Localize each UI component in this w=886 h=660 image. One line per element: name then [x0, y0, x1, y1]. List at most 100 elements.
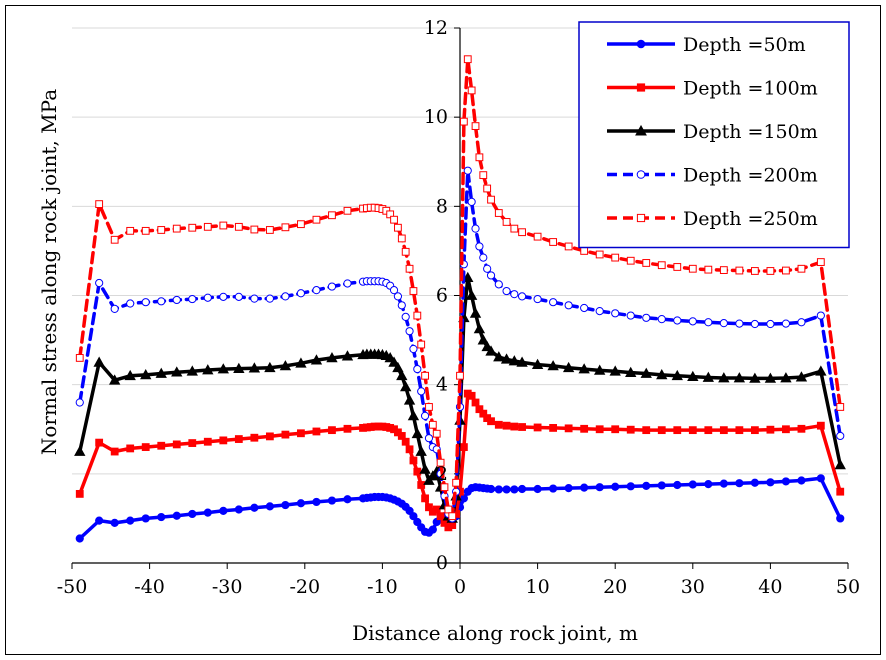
x-tick-label: -10: [367, 576, 398, 598]
data-point: [834, 459, 846, 470]
legend-entry: Depth =50m: [607, 34, 806, 56]
legend-label: Depth =50m: [683, 34, 806, 56]
data-point: [403, 394, 416, 405]
data-point: [463, 166, 472, 175]
data-point: [467, 86, 476, 95]
data-point: [510, 290, 519, 299]
data-point: [110, 518, 119, 527]
data-point: [141, 443, 150, 451]
data-point: [750, 319, 759, 329]
data-point: [609, 365, 621, 376]
data-point: [673, 480, 682, 490]
data-point: [186, 365, 198, 376]
data-point: [343, 495, 352, 504]
data-point: [296, 499, 306, 508]
data-point: [531, 358, 544, 369]
data-point: [265, 502, 274, 511]
x-tick-label: -50: [57, 576, 88, 598]
data-point: [250, 225, 259, 234]
data-point: [564, 242, 573, 251]
data-point: [389, 286, 399, 295]
data-point: [312, 215, 321, 224]
data-point: [233, 362, 245, 373]
legend-entry: Depth =250m: [607, 208, 818, 230]
data-point: [409, 287, 418, 295]
data-point: [549, 484, 558, 493]
data-point: [475, 153, 484, 162]
data-point: [394, 223, 402, 232]
data-point: [626, 256, 635, 265]
data-point: [673, 316, 682, 325]
data-point: [413, 364, 422, 374]
data-point: [673, 263, 682, 271]
data-point: [595, 425, 604, 434]
data-point: [483, 264, 492, 273]
data-point: [749, 372, 761, 383]
data-point: [343, 206, 352, 215]
data-point: [611, 309, 620, 318]
y-tick-label: 0: [436, 552, 448, 574]
data-point: [500, 353, 513, 364]
data-point: [673, 426, 682, 435]
data-point: [265, 226, 274, 234]
data-point: [250, 503, 259, 512]
x-tick-label: 30: [681, 576, 705, 598]
data-point: [642, 481, 651, 490]
data-point: [459, 117, 468, 126]
series-line: [78, 275, 842, 521]
data-point: [781, 319, 791, 328]
data-point: [126, 226, 135, 235]
legend: Depth =50m Depth =100m Depth =150m Depth =2…: [578, 21, 850, 249]
data-point: [471, 224, 480, 233]
data-point: [595, 307, 604, 316]
data-point: [250, 433, 259, 442]
data-point: [141, 298, 150, 307]
data-point: [479, 253, 488, 262]
data-point: [733, 372, 746, 383]
data-point: [704, 479, 713, 489]
data-point: [281, 223, 290, 232]
y-tick-label: 6: [436, 285, 448, 307]
data-point: [327, 496, 337, 505]
data-point: [126, 444, 135, 453]
data-point: [396, 369, 408, 381]
data-point: [444, 505, 453, 514]
data-point: [702, 371, 714, 382]
data-point: [452, 478, 461, 487]
x-tick-label: -40: [134, 576, 165, 598]
data-point: [719, 426, 728, 435]
data-point: [795, 371, 808, 382]
data-point: [718, 372, 730, 383]
data-point: [625, 366, 637, 377]
data-point: [424, 434, 434, 443]
data-point: [343, 279, 352, 288]
legend-label: Depth =250m: [683, 208, 818, 230]
legend-marker: [636, 39, 646, 49]
data-point: [656, 368, 668, 380]
data-point: [295, 357, 307, 368]
data-point: [188, 439, 197, 447]
data-point: [533, 423, 542, 432]
data-point: [219, 436, 228, 445]
data-point: [797, 264, 806, 273]
data-point: [518, 228, 526, 237]
data-point: [217, 363, 229, 374]
data-point: [392, 361, 404, 373]
data-point: [704, 265, 713, 274]
data-point: [281, 430, 290, 439]
data-point: [409, 512, 418, 521]
data-point: [479, 171, 488, 180]
data-point: [397, 234, 406, 243]
data-point: [74, 445, 86, 456]
data-point: [428, 420, 437, 429]
data-point: [502, 485, 511, 494]
data-point: [95, 516, 104, 525]
data-point: [611, 253, 620, 262]
data-point: [417, 481, 426, 489]
data-point: [328, 211, 336, 220]
series-3: [74, 271, 846, 523]
legend-entry: Depth =100m: [607, 78, 818, 100]
data-point: [109, 374, 121, 385]
data-point: [425, 403, 433, 411]
